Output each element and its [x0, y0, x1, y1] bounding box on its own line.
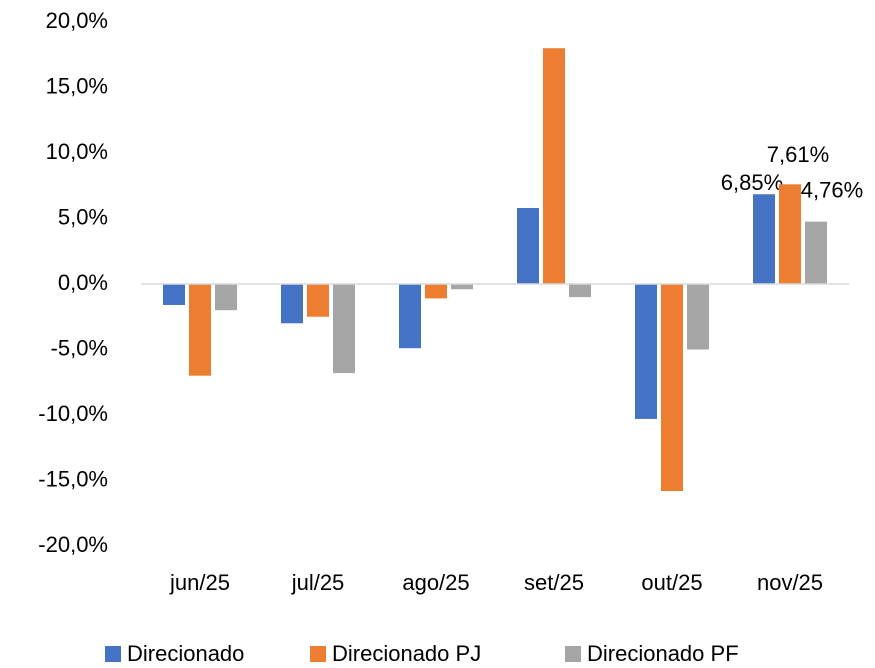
bar [333, 284, 355, 374]
bar [753, 194, 775, 284]
bar [307, 284, 329, 317]
bar [425, 284, 447, 299]
bar [661, 284, 683, 491]
bar [687, 284, 709, 350]
legend-swatch [310, 646, 326, 662]
bar [451, 284, 473, 290]
legend-swatch [565, 646, 581, 662]
x-tick-label: out/25 [641, 570, 702, 595]
y-tick-label: 10,0% [46, 139, 108, 164]
data-label: 6,85% [721, 170, 783, 195]
y-tick-label: -15,0% [38, 466, 108, 491]
bar [189, 284, 211, 376]
y-tick-label: 0,0% [58, 270, 108, 295]
x-tick-label: nov/25 [757, 570, 823, 595]
legend-swatch [105, 646, 121, 662]
bar [569, 284, 591, 298]
legend-label: Direcionado PF [587, 641, 739, 666]
bar [281, 284, 303, 324]
legend-label: Direcionado [127, 641, 244, 666]
y-tick-label: -5,0% [51, 335, 108, 360]
x-tick-label: ago/25 [402, 570, 469, 595]
x-tick-label: jun/25 [169, 570, 230, 595]
legend-label: Direcionado PJ [332, 641, 481, 666]
y-tick-label: -10,0% [38, 401, 108, 426]
bar [543, 48, 565, 285]
bar [635, 284, 657, 419]
data-label: 7,61% [767, 142, 829, 167]
y-tick-label: -20,0% [38, 532, 108, 557]
x-tick-label: jul/25 [291, 570, 345, 595]
bar [215, 284, 237, 311]
y-tick-label: 5,0% [58, 204, 108, 229]
data-label: 4,76% [801, 177, 863, 202]
bar [805, 221, 827, 284]
x-tick-label: set/25 [524, 570, 584, 595]
bar [779, 184, 801, 284]
bar [163, 284, 185, 305]
y-tick-label: 20,0% [46, 8, 108, 33]
bar [399, 284, 421, 349]
bar [517, 208, 539, 284]
y-tick-label: 15,0% [46, 73, 108, 98]
